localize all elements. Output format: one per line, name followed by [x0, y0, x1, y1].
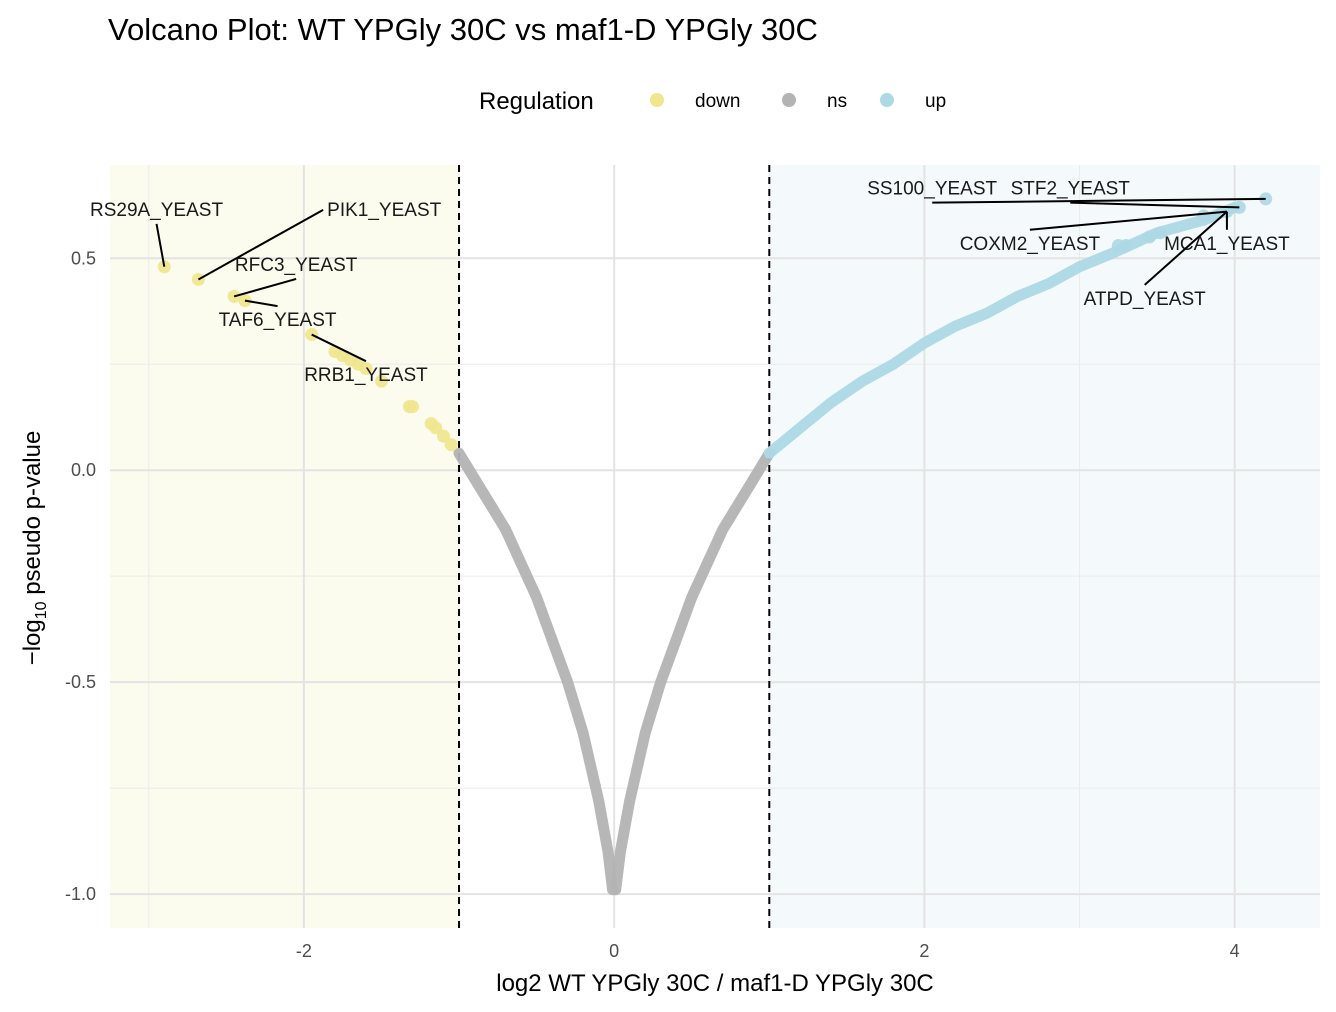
y-tick-label: 0.0 [71, 460, 96, 480]
annotation-leader [197, 208, 324, 281]
gene-label: TAF6_YEAST [219, 310, 337, 331]
legend-label-down: down [695, 91, 740, 112]
annotation-leader [932, 197, 1266, 204]
gene-annotation: TAF6_YEAST [219, 299, 337, 331]
down-region [110, 165, 460, 928]
gene-annotation: RS29A_YEAST [90, 200, 223, 267]
y-tick-label: -1.0 [65, 884, 96, 904]
legend-label-ns: ns [827, 91, 847, 112]
legend-title: Regulation [479, 88, 594, 115]
gene-label: SS100_YEAST [867, 179, 997, 200]
up-point [1111, 239, 1125, 253]
down-point [444, 438, 458, 452]
gene-label: STF2_YEAST [1011, 179, 1131, 200]
gene-annotation: ATPD_YEAST [1084, 210, 1228, 310]
gene-label: ATPD_YEAST [1084, 289, 1207, 310]
x-tick-label: 2 [919, 941, 929, 961]
ns-points-right [610, 447, 775, 896]
annotation-leader [1070, 201, 1240, 209]
chart-title: Volcano Plot: WT YPGly 30C vs maf1-D YPG… [108, 12, 818, 47]
ns-points-left [453, 447, 619, 896]
down-point [429, 421, 443, 435]
legend-key-up [880, 93, 894, 107]
x-tick-label: -2 [296, 941, 312, 961]
up-point [1142, 230, 1156, 244]
y-axis-title: −log10 pseudo p-value [19, 431, 50, 666]
y-axis-title-subscript: 10 [33, 601, 50, 619]
annotation-leader [1029, 210, 1228, 231]
annotation-leader [244, 299, 278, 308]
down-point [359, 361, 373, 375]
down-point [406, 400, 419, 414]
gene-label: COXM2_YEAST [960, 234, 1101, 255]
annotation-leader [311, 333, 367, 363]
y-axis-title-suffix: pseudo p-value [19, 431, 46, 602]
up-point [1197, 209, 1211, 223]
y-tick-label: 0.5 [71, 248, 96, 268]
gene-annotation: RRB1_YEAST [304, 333, 428, 386]
down-point [374, 374, 388, 388]
annotation-leader [155, 223, 166, 267]
x-tick-label: 0 [609, 941, 619, 961]
legend-label-up: up [925, 91, 946, 112]
annotation-leader [1144, 210, 1228, 286]
up-points [763, 201, 1241, 459]
annotation-leader [233, 278, 297, 298]
plot-panel: -2 0 2 4 -1.0 -0.5 0.0 0.5 RS29A_YEAST PIK1_YEAST… [65, 165, 1320, 961]
gene-annotation: STF2_YEAST [1011, 179, 1240, 209]
legend-key-ns [782, 93, 796, 107]
down-point [437, 429, 451, 443]
up-point [1153, 226, 1167, 240]
gene-annotation: RFC3_YEAST [233, 255, 358, 298]
y-tick-label: -0.5 [65, 672, 96, 692]
gene-annotation: COXM2_YEAST [960, 210, 1228, 255]
y-axis-title-prefix: −log [19, 619, 46, 665]
gene-label: PIK1_YEAST [327, 200, 441, 221]
gene-annotation: PIK1_YEAST [197, 200, 442, 281]
x-tick-label: 4 [1230, 941, 1240, 961]
legend: Regulation down ns up [479, 88, 946, 115]
gene-label: RRB1_YEAST [304, 365, 428, 386]
legend-key-down [650, 93, 664, 107]
up-region [769, 165, 1320, 928]
svg-text:−log10 pseudo p-value: −log10 pseudo p-value [19, 431, 50, 666]
gene-label: RS29A_YEAST [90, 200, 223, 221]
gene-label: RFC3_YEAST [235, 255, 358, 276]
gene-annotation: SS100_YEAST [867, 179, 1266, 204]
x-axis-title: log2 WT YPGly 30C / maf1-D YPGly 30C [496, 970, 934, 997]
